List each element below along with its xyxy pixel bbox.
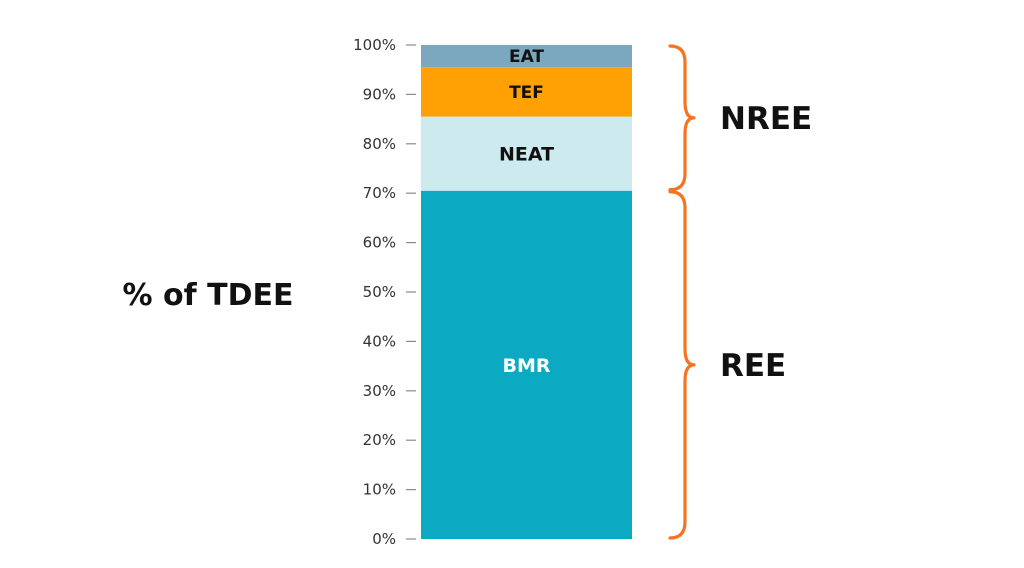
y-tick-label: 70% — [363, 184, 396, 202]
y-axis: 0% 10% 20% 30% 40% 50% 60% 70% 80% 90% 100% — [353, 36, 416, 548]
stacked-bar: BMR NEAT TEF EAT — [421, 45, 632, 540]
bar-segment-neat — [421, 116, 632, 191]
brace-annotations: NREE REE — [668, 44, 812, 540]
y-tick-label: 0% — [372, 530, 396, 548]
bar-segment-eat — [421, 45, 632, 68]
y-tick-label: 100% — [353, 36, 396, 54]
bar-segment-bmr — [421, 190, 632, 540]
y-tick-label: 30% — [363, 382, 396, 400]
y-tick-label: 60% — [363, 234, 396, 252]
brace-nree — [668, 44, 696, 192]
bar-segment-tef — [421, 67, 632, 117]
segment-label-eat: EAT — [509, 47, 544, 67]
y-tick-label: 20% — [363, 431, 396, 449]
y-tick-label: 80% — [363, 135, 396, 153]
brace-ree — [668, 190, 696, 540]
y-tick-label: 10% — [363, 481, 396, 499]
y-axis-label: % of TDEE — [123, 278, 294, 313]
y-tick-label: 90% — [363, 85, 396, 103]
brace-label-ree: REE — [720, 348, 786, 384]
y-tick-label: 50% — [363, 283, 396, 301]
y-tick-label: 40% — [363, 332, 396, 350]
brace-label-nree: NREE — [720, 101, 812, 137]
segment-label-neat: NEAT — [499, 144, 554, 166]
segment-label-tef: TEF — [509, 83, 544, 103]
segment-label-bmr: BMR — [502, 355, 550, 377]
